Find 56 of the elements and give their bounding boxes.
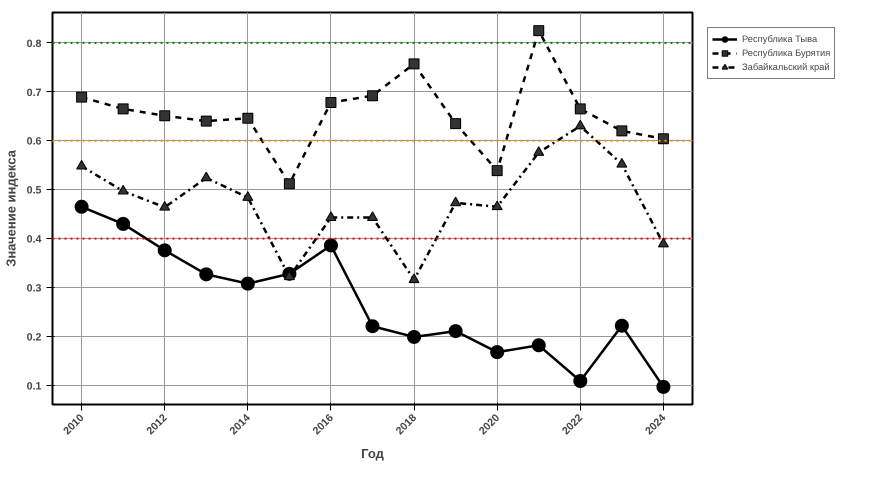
- point: [533, 25, 544, 36]
- point: [199, 267, 214, 282]
- point: [533, 146, 544, 156]
- point: [408, 58, 420, 70]
- point: [325, 211, 336, 221]
- point: [284, 178, 295, 190]
- point: [614, 318, 629, 333]
- point: [74, 200, 89, 214]
- point: [158, 243, 172, 258]
- x-axis-title: Год: [361, 446, 385, 461]
- point: [574, 120, 586, 130]
- point: [616, 158, 628, 168]
- point: [242, 112, 254, 124]
- point: [656, 380, 670, 394]
- y-tick-label: 0.3: [26, 282, 42, 295]
- point: [242, 191, 254, 201]
- y-tick-label: 0.5: [26, 184, 42, 197]
- point: [573, 374, 588, 388]
- point: [367, 90, 378, 102]
- point: [366, 319, 380, 334]
- y-axis-title: Значение индекса: [4, 149, 19, 267]
- point: [116, 216, 130, 231]
- point: [200, 172, 212, 182]
- point: [616, 125, 628, 136]
- legend-label: Республика Бурятия: [742, 47, 830, 60]
- point: [159, 201, 170, 211]
- point: [240, 276, 255, 291]
- y-tick-label: 0.7: [26, 86, 42, 99]
- point: [324, 238, 338, 252]
- point: [118, 103, 129, 114]
- point: [76, 92, 88, 103]
- point: [407, 330, 422, 344]
- point: [408, 273, 420, 284]
- point: [658, 133, 669, 144]
- y-tick-label: 0.2: [26, 331, 42, 344]
- y-tick-label: 0.1: [26, 380, 42, 392]
- point: [367, 211, 378, 221]
- point: [76, 160, 88, 170]
- point: [450, 118, 462, 130]
- point: [448, 324, 463, 338]
- point: [492, 165, 503, 176]
- point: [450, 196, 462, 206]
- point: [574, 103, 586, 114]
- y-tick-label: 0.4: [26, 234, 42, 246]
- point: [325, 97, 336, 108]
- point: [159, 110, 170, 122]
- legend-label: Республика Тыва: [742, 33, 818, 46]
- legend-label: Забайкальский край: [742, 61, 830, 74]
- point: [532, 338, 546, 352]
- point: [490, 345, 504, 360]
- point: [492, 200, 503, 210]
- y-tick-label: 0.8: [26, 38, 42, 50]
- point: [658, 238, 669, 248]
- point: [200, 116, 212, 127]
- point: [118, 184, 129, 195]
- y-tick-label: 0.6: [26, 136, 42, 148]
